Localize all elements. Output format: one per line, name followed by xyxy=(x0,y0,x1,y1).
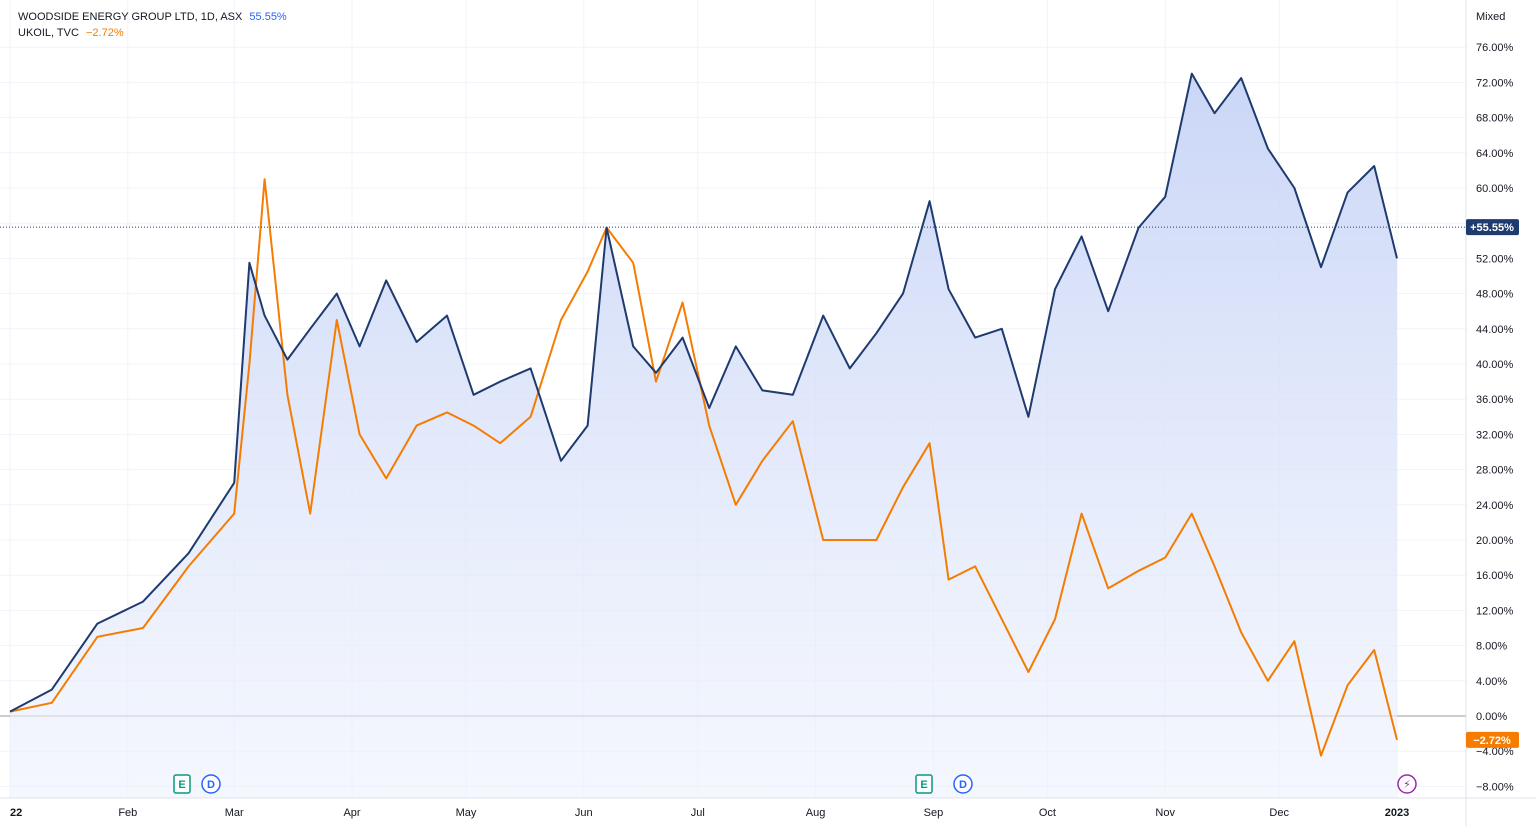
x-tick-label: Aug xyxy=(806,807,826,819)
price-tag-ukoil: −2.72% xyxy=(1473,735,1511,747)
y-tick-label: 28.00% xyxy=(1476,465,1514,477)
y-tick-label: 20.00% xyxy=(1476,535,1514,547)
y-tick-label: 48.00% xyxy=(1476,289,1514,301)
earnings-event-icon[interactable] xyxy=(915,774,933,794)
dividend-event-icon[interactable] xyxy=(953,774,973,794)
x-tick-label: Mar xyxy=(225,807,244,819)
legend-ukoil-value: −2.72% xyxy=(86,27,124,39)
y-tick-label: 8.00% xyxy=(1476,641,1507,653)
x-tick-label: 22 xyxy=(10,807,22,819)
y-tick-label: 0.00% xyxy=(1476,711,1507,723)
y-tick-label: 76.00% xyxy=(1476,42,1514,54)
y-tick-label: 24.00% xyxy=(1476,500,1514,512)
x-tick-label: 2023 xyxy=(1385,807,1409,819)
x-tick-label: Oct xyxy=(1039,807,1056,819)
x-tick-label: May xyxy=(456,807,477,819)
x-tick-label: Dec xyxy=(1269,807,1289,819)
price-tag-ukoil-bg xyxy=(1466,731,1519,748)
y-tick-label: −8.00% xyxy=(1476,781,1514,793)
x-tick-label: Jul xyxy=(691,807,705,819)
y-tick-label: 36.00% xyxy=(1476,394,1514,406)
x-tick-label: Feb xyxy=(118,807,137,819)
y-tick-label: 44.00% xyxy=(1476,324,1514,336)
scale-mode-label[interactable]: Mixed xyxy=(1476,11,1505,23)
series-line-woodside[interactable] xyxy=(9,72,1398,713)
price-tag-woodside-bg xyxy=(1466,219,1519,236)
y-tick-label: 16.00% xyxy=(1476,570,1514,582)
y-tick-label: 64.00% xyxy=(1476,148,1514,160)
x-tick-label: Apr xyxy=(343,807,360,819)
earnings-event-icon[interactable] xyxy=(173,774,191,794)
y-tick-label: 4.00% xyxy=(1476,676,1507,688)
series-area-woodside xyxy=(10,73,1397,799)
y-tick-label: 68.00% xyxy=(1476,113,1514,125)
earnings-event-label: E xyxy=(178,779,185,791)
x-tick-label: Nov xyxy=(1155,807,1175,819)
y-tick-label: 32.00% xyxy=(1476,429,1514,441)
series-line-ukoil[interactable] xyxy=(9,178,1398,757)
y-tick-label: −4.00% xyxy=(1476,746,1514,758)
y-tick-label: 60.00% xyxy=(1476,183,1514,195)
y-tick-label: 72.00% xyxy=(1476,77,1514,89)
split-event-icon[interactable] xyxy=(1397,774,1417,794)
split-event-label: ⚡ xyxy=(1403,778,1411,791)
legend-woodside[interactable]: WOODSIDE ENERGY GROUP LTD, 1D, ASX 55.55… xyxy=(18,10,287,24)
y-tick-label: 40.00% xyxy=(1476,359,1514,371)
dividend-event-label: D xyxy=(959,779,967,791)
legend-ukoil-label: UKOIL, TVC xyxy=(18,27,79,39)
x-tick-label: Sep xyxy=(924,807,944,819)
y-tick-label: 12.00% xyxy=(1476,605,1514,617)
dividend-event-label: D xyxy=(207,779,215,791)
y-tick-label: 52.00% xyxy=(1476,253,1514,265)
x-tick-label: Jun xyxy=(575,807,593,819)
dividend-event-icon[interactable] xyxy=(201,774,221,794)
legend-woodside-label: WOODSIDE ENERGY GROUP LTD, 1D, ASX xyxy=(18,11,243,23)
earnings-event-label: E xyxy=(920,779,927,791)
price-tag-woodside: +55.55% xyxy=(1470,222,1514,234)
legend-ukoil[interactable]: UKOIL, TVC −2.72% xyxy=(18,26,124,40)
legend-woodside-value: 55.55% xyxy=(249,11,287,23)
